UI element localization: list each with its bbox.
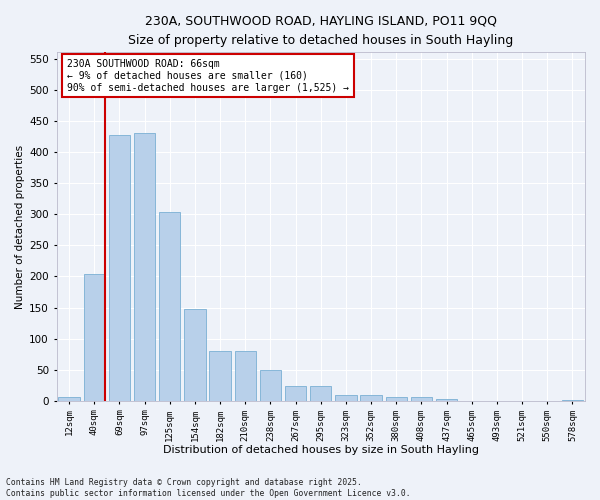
Bar xyxy=(184,310,206,401)
Bar xyxy=(83,274,105,401)
Bar xyxy=(562,400,583,401)
Bar xyxy=(134,134,155,401)
Bar xyxy=(436,399,457,401)
Bar xyxy=(361,394,382,401)
X-axis label: Distribution of detached houses by size in South Hayling: Distribution of detached houses by size … xyxy=(163,445,479,455)
Bar xyxy=(235,350,256,401)
Bar xyxy=(310,386,331,401)
Y-axis label: Number of detached properties: Number of detached properties xyxy=(15,144,25,308)
Bar xyxy=(386,397,407,401)
Bar xyxy=(260,370,281,401)
Bar xyxy=(285,386,307,401)
Title: 230A, SOUTHWOOD ROAD, HAYLING ISLAND, PO11 9QQ
Size of property relative to deta: 230A, SOUTHWOOD ROAD, HAYLING ISLAND, PO… xyxy=(128,15,514,47)
Bar xyxy=(159,212,181,401)
Bar xyxy=(209,350,231,401)
Bar xyxy=(58,396,80,401)
Bar xyxy=(411,397,432,401)
Text: 230A SOUTHWOOD ROAD: 66sqm
← 9% of detached houses are smaller (160)
90% of semi: 230A SOUTHWOOD ROAD: 66sqm ← 9% of detac… xyxy=(67,60,349,92)
Bar xyxy=(109,134,130,401)
Text: Contains HM Land Registry data © Crown copyright and database right 2025.
Contai: Contains HM Land Registry data © Crown c… xyxy=(6,478,410,498)
Bar xyxy=(335,394,356,401)
